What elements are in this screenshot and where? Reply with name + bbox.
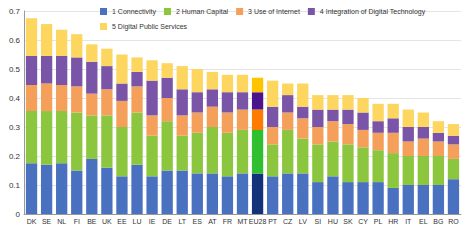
svg-text:FR: FR (223, 218, 232, 225)
svg-text:IT: IT (405, 218, 412, 225)
svg-text:BE: BE (87, 218, 97, 225)
svg-text:MT: MT (237, 218, 248, 225)
svg-text:LU: LU (133, 218, 142, 225)
svg-text:SI: SI (315, 218, 322, 225)
svg-text:2 Human Capital: 2 Human Capital (176, 8, 229, 16)
svg-text:HU: HU (328, 218, 338, 225)
svg-text:0.5: 0.5 (9, 65, 21, 74)
svg-text:4 Integration of Digital Techn: 4 Integration of Digital Technology (320, 8, 426, 16)
svg-text:0.7: 0.7 (9, 7, 21, 16)
svg-text:LV: LV (299, 218, 307, 225)
svg-text:0.3: 0.3 (9, 123, 21, 132)
svg-text:NL: NL (57, 218, 66, 225)
svg-text:EL: EL (419, 218, 428, 225)
svg-text:0.2: 0.2 (9, 152, 21, 161)
svg-text:5 Digital Public Services: 5 Digital Public Services (112, 23, 188, 31)
svg-text:PT: PT (268, 218, 278, 225)
svg-text:CY: CY (358, 218, 368, 225)
svg-text:EU28: EU28 (249, 218, 267, 225)
svg-text:DK: DK (27, 218, 37, 225)
svg-text:EE: EE (117, 218, 127, 225)
svg-text:UK: UK (102, 218, 112, 225)
svg-text:0.1: 0.1 (9, 181, 21, 190)
svg-text:SE: SE (42, 218, 52, 225)
svg-text:DE: DE (162, 218, 172, 225)
svg-text:IE: IE (149, 218, 156, 225)
svg-text:SK: SK (343, 218, 353, 225)
svg-text:0: 0 (16, 210, 21, 219)
svg-text:0.4: 0.4 (9, 94, 21, 103)
svg-text:AT: AT (208, 218, 217, 225)
svg-text:PL: PL (374, 218, 383, 225)
svg-text:RO: RO (448, 218, 459, 225)
svg-text:LT: LT (178, 218, 186, 225)
svg-text:HR: HR (388, 218, 398, 225)
svg-text:1 Connectivity: 1 Connectivity (112, 8, 156, 16)
svg-text:CZ: CZ (283, 218, 293, 225)
svg-text:ES: ES (193, 218, 203, 225)
svg-text:BG: BG (433, 218, 443, 225)
svg-text:0.6: 0.6 (9, 36, 21, 45)
svg-text:3 Use of Internet: 3 Use of Internet (248, 8, 300, 15)
svg-text:FI: FI (74, 218, 80, 225)
